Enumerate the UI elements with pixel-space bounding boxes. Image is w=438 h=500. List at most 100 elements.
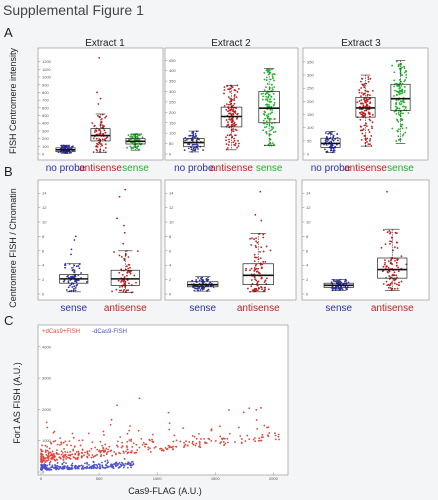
- data-point-minus-dcas9: [86, 461, 88, 464]
- data-point: [270, 105, 273, 108]
- data-point: [369, 97, 372, 100]
- data-point-minus-dcas9: [66, 465, 69, 468]
- data-point-plus-dcas9: [274, 438, 277, 441]
- data-point: [262, 236, 265, 239]
- data-point: [358, 91, 361, 94]
- outlier-point: [123, 224, 125, 227]
- data-point-plus-dcas9: [116, 404, 118, 407]
- data-point: [188, 134, 191, 137]
- data-point-plus-dcas9: [46, 426, 49, 429]
- data-point: [367, 98, 370, 101]
- data-point: [395, 278, 397, 280]
- data-point-minus-dcas9: [43, 464, 46, 467]
- data-point: [396, 85, 399, 88]
- data-point: [396, 129, 399, 132]
- data-point: [270, 96, 273, 98]
- y-tick-label: 100: [169, 131, 176, 136]
- data-point-plus-dcas9: [198, 433, 200, 435]
- data-point: [382, 229, 385, 231]
- chart-title-extract-1: Extract 1: [85, 38, 125, 49]
- data-point: [195, 139, 198, 142]
- y-tick-label: 50: [307, 138, 312, 143]
- data-point: [366, 94, 369, 97]
- data-point-plus-dcas9: [260, 436, 263, 439]
- data-point-plus-dcas9: [191, 435, 194, 437]
- data-point-plus-dcas9: [81, 448, 84, 451]
- data-point-plus-dcas9: [103, 454, 105, 457]
- data-point: [197, 148, 199, 150]
- data-point: [360, 125, 363, 128]
- data-point: [234, 112, 237, 114]
- data-point: [200, 287, 203, 290]
- data-point: [359, 129, 362, 132]
- data-point-minus-dcas9: [82, 465, 84, 468]
- data-point: [232, 104, 235, 107]
- data-point: [228, 103, 230, 106]
- data-point: [122, 290, 125, 293]
- data-point: [256, 281, 259, 283]
- data-point: [254, 289, 257, 292]
- data-point: [98, 138, 101, 140]
- data-point: [336, 288, 338, 290]
- data-point: [269, 86, 271, 89]
- data-point: [324, 139, 327, 142]
- data-point: [232, 141, 235, 144]
- data-point: [272, 77, 274, 80]
- data-point: [194, 132, 197, 135]
- data-point: [331, 144, 334, 147]
- data-point: [100, 121, 103, 124]
- data-point-plus-dcas9: [255, 408, 258, 411]
- data-point: [264, 279, 267, 282]
- data-point: [138, 134, 141, 137]
- outlier-point: [116, 217, 118, 220]
- data-point-plus-dcas9: [66, 444, 68, 446]
- data-point: [404, 89, 406, 92]
- data-point: [234, 128, 237, 131]
- data-point: [258, 287, 261, 290]
- outlier-point: [96, 91, 98, 94]
- y-tick-label: 2: [169, 277, 172, 282]
- data-point: [64, 264, 66, 267]
- data-point-plus-dcas9: [172, 445, 175, 448]
- data-point: [269, 129, 272, 132]
- data-point-plus-dcas9: [130, 449, 133, 452]
- y-tick-label: 6: [306, 248, 309, 253]
- data-point: [71, 286, 74, 288]
- data-point: [265, 125, 268, 128]
- data-point-plus-dcas9: [44, 449, 47, 452]
- data-point: [260, 246, 263, 249]
- data-point-plus-dcas9: [71, 432, 74, 435]
- data-point-plus-dcas9: [224, 442, 227, 445]
- data-point: [398, 102, 401, 104]
- y-tick-label: 50: [169, 141, 174, 146]
- data-point: [403, 67, 406, 70]
- data-point: [266, 98, 269, 101]
- data-point: [360, 92, 363, 94]
- data-point: [369, 77, 372, 80]
- data-point: [255, 288, 258, 291]
- data-point: [363, 83, 366, 85]
- data-point-minus-dcas9: [71, 462, 74, 465]
- data-point: [225, 136, 227, 139]
- data-point-plus-dcas9: [121, 445, 124, 448]
- data-point: [235, 129, 238, 132]
- data-point-minus-dcas9: [70, 464, 73, 467]
- data-point: [129, 145, 132, 148]
- data-point: [195, 143, 198, 146]
- data-point: [271, 126, 274, 129]
- data-point-plus-dcas9: [172, 440, 175, 443]
- data-point-minus-dcas9: [51, 466, 54, 469]
- data-point: [266, 99, 269, 102]
- data-point: [232, 130, 235, 133]
- data-point: [192, 149, 194, 152]
- data-point-plus-dcas9: [54, 459, 57, 462]
- data-point-plus-dcas9: [207, 437, 210, 440]
- data-point: [265, 76, 268, 79]
- data-point: [404, 79, 407, 81]
- data-point: [401, 134, 404, 137]
- data-point: [272, 143, 275, 146]
- data-point-minus-dcas9: [56, 464, 59, 467]
- data-point-plus-dcas9: [86, 451, 89, 454]
- data-point-plus-dcas9: [130, 438, 133, 441]
- data-point: [370, 135, 373, 137]
